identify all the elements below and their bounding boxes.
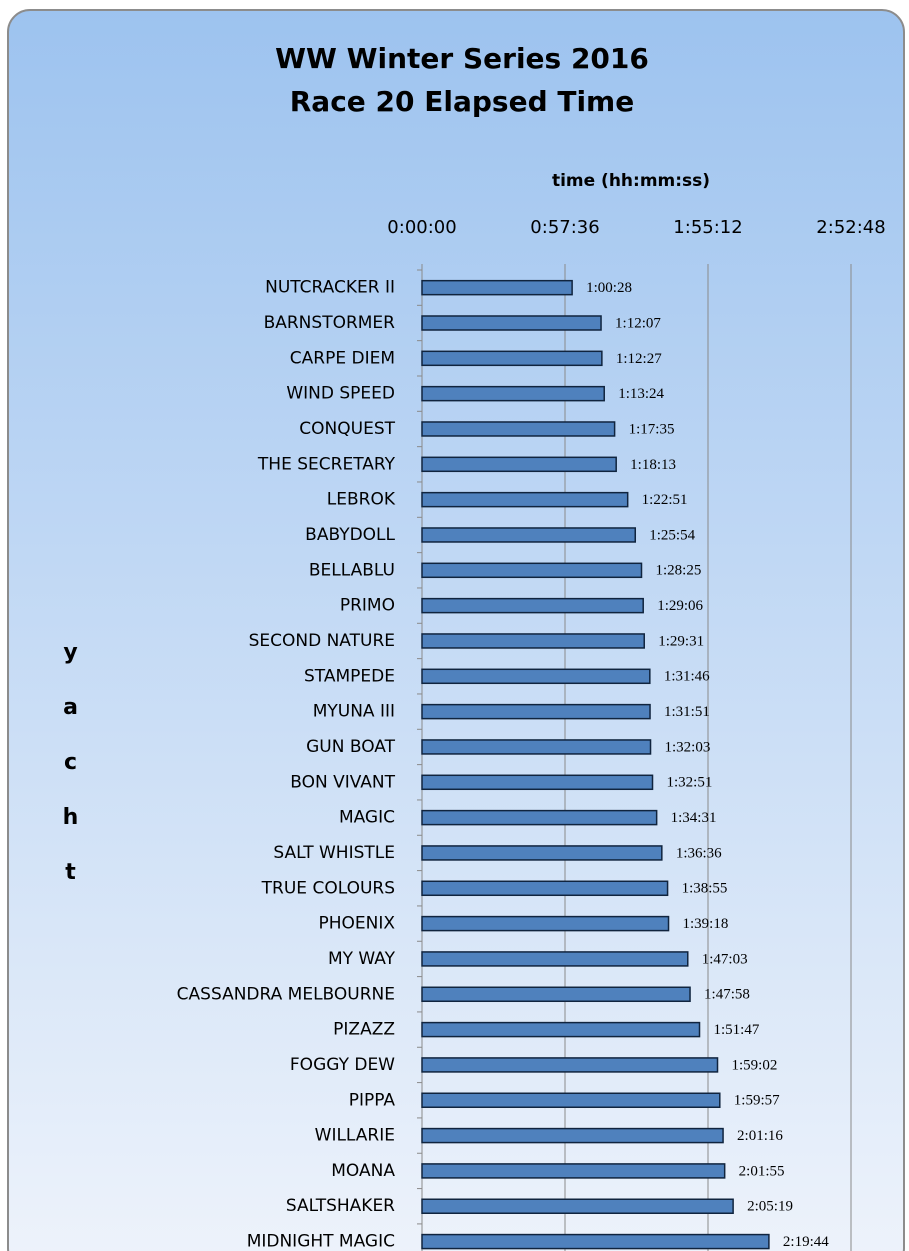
y-tick-label: PIPPA	[349, 1090, 396, 1110]
data-label: 1:38:55	[682, 881, 728, 897]
data-label: 1:31:51	[664, 704, 710, 720]
x-tick-label: 1:55:12	[673, 217, 742, 238]
y-tick-label: MYUNA III	[313, 702, 395, 722]
bar	[421, 915, 670, 932]
data-label: 1:59:57	[734, 1093, 780, 1109]
data-label: 1:31:46	[664, 669, 710, 685]
bar	[421, 279, 573, 296]
bar	[421, 986, 691, 1003]
data-label: 1:51:47	[714, 1022, 760, 1038]
data-label: 1:13:24	[618, 386, 664, 402]
data-label: 1:32:51	[667, 775, 713, 791]
bar	[421, 1233, 770, 1250]
y-tick-label: BABYDOLL	[305, 525, 395, 545]
data-label: 1:28:25	[656, 563, 702, 579]
bar	[421, 951, 689, 967]
y-tick-label: BELLABLU	[309, 560, 395, 580]
chart-background	[7, 9, 905, 1251]
y-tick-label: CASSANDRA MELBOURNE	[177, 984, 395, 1004]
data-label: 1:25:54	[649, 527, 695, 543]
bar	[421, 350, 603, 367]
chart-title: WW Winter Series 2016	[275, 42, 649, 75]
y-tick-label: SECOND NATURE	[249, 631, 395, 651]
y-tick-label: TRUE COLOURS	[261, 878, 395, 898]
data-label: 1:36:36	[676, 845, 722, 861]
bar	[421, 421, 616, 437]
data-label: 2:05:19	[747, 1199, 793, 1215]
x-tick-label: 0:57:36	[530, 217, 599, 238]
data-label: 1:47:03	[702, 951, 748, 967]
y-axis-label: yacht	[58, 640, 83, 915]
bar	[421, 1127, 724, 1144]
data-label: 2:01:16	[737, 1128, 783, 1144]
data-label: 1:47:58	[704, 987, 750, 1003]
y-tick-label: PHOENIX	[318, 914, 395, 934]
y-tick-label: GUN BOAT	[306, 737, 395, 757]
data-label: 1:29:31	[658, 633, 704, 649]
bar	[421, 880, 669, 897]
y-tick-label: CARPE DIEM	[290, 348, 395, 368]
bar	[421, 1057, 719, 1073]
data-label: 1:00:28	[586, 280, 632, 296]
data-label: 1:22:51	[642, 492, 688, 508]
y-tick-label: WILLARIE	[315, 1126, 395, 1146]
bar	[421, 315, 602, 331]
y-tick-label: PRIMO	[340, 596, 395, 616]
y-tick-label: MY WAY	[328, 949, 396, 969]
y-tick-label: BON VIVANT	[290, 772, 395, 792]
y-tick-label: MAGIC	[339, 808, 395, 828]
bar	[421, 1198, 734, 1214]
x-tick-label: 0:00:00	[387, 217, 456, 238]
bar	[421, 456, 617, 473]
data-label: 1:59:02	[732, 1057, 778, 1073]
bar	[421, 1021, 701, 1038]
data-label: 2:01:55	[739, 1163, 785, 1179]
y-tick-label: MOANA	[331, 1161, 395, 1181]
y-tick-label: PIZAZZ	[333, 1020, 395, 1040]
data-label: 1:29:06	[657, 598, 703, 614]
y-tick-label: MIDNIGHT MAGIC	[247, 1232, 395, 1251]
y-tick-label: STAMPEDE	[304, 666, 395, 686]
bar	[421, 527, 637, 543]
data-label: 1:12:27	[616, 351, 662, 367]
bar	[421, 491, 629, 508]
x-tick-label: 2:52:48	[816, 217, 885, 238]
bar	[421, 845, 663, 861]
bar	[421, 1163, 726, 1179]
bar	[421, 668, 651, 685]
x-axis-label: time (hh:mm:ss)	[552, 171, 710, 191]
y-tick-label: LEBROK	[327, 490, 396, 510]
data-label: 1:18:13	[630, 457, 676, 473]
data-label: 1:39:18	[683, 916, 729, 932]
data-label: 1:17:35	[629, 421, 675, 437]
bar	[421, 385, 605, 402]
data-label: 2:19:44	[783, 1234, 829, 1250]
bar	[421, 597, 644, 614]
y-tick-label: NUTCRACKER II	[265, 278, 395, 298]
y-tick-label: BARNSTORMER	[264, 313, 396, 333]
bar	[421, 809, 658, 826]
y-tick-label: FOGGY DEW	[290, 1055, 395, 1075]
bar	[421, 703, 651, 720]
y-tick-label: WIND SPEED	[286, 384, 395, 404]
chart-subtitle: Race 20 Elapsed Time	[290, 85, 634, 118]
data-label: 1:12:07	[615, 315, 661, 331]
bar	[421, 739, 652, 755]
y-tick-label: SALT WHISTLE	[273, 843, 395, 863]
data-label: 1:34:31	[671, 810, 717, 826]
bar	[421, 633, 645, 649]
y-tick-label: CONQUEST	[299, 419, 395, 439]
y-tick-label: SALTSHAKER	[286, 1196, 395, 1216]
bar	[421, 562, 643, 579]
data-label: 1:32:03	[665, 739, 711, 755]
bar	[421, 1092, 721, 1109]
bar	[421, 774, 654, 791]
y-tick-label: THE SECRETARY	[257, 454, 396, 474]
